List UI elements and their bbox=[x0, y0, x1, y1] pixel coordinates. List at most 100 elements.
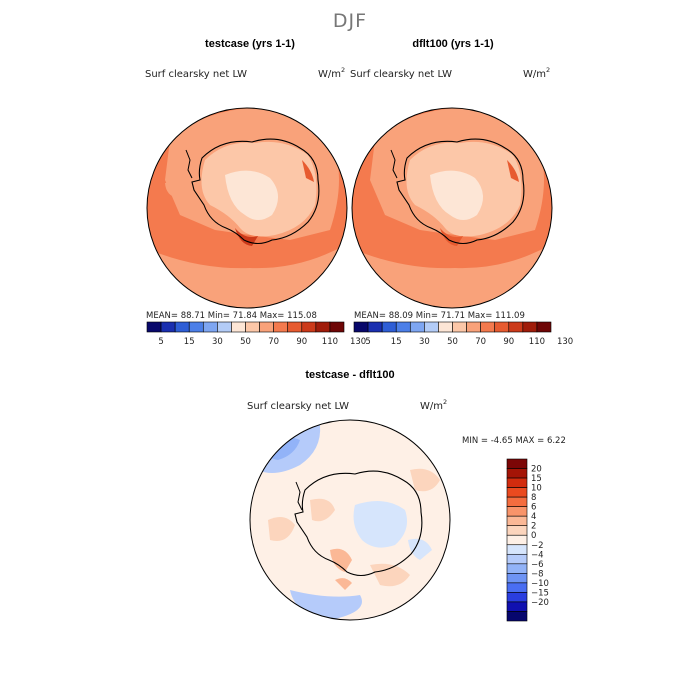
colorbar-tick-label: 30 bbox=[419, 337, 430, 347]
colorbar-swatch bbox=[508, 321, 524, 333]
colorbar-swatch bbox=[381, 321, 397, 333]
colorbar-tick-label: 5 bbox=[365, 337, 370, 347]
colorbar-swatch bbox=[315, 321, 331, 333]
colorbar-swatch bbox=[506, 458, 528, 469]
colorbar-swatch bbox=[273, 321, 289, 333]
panel-title: testcase (yrs 1-1) bbox=[205, 38, 295, 50]
colorbar-swatch bbox=[301, 321, 317, 333]
colorbar-tick-label: 130 bbox=[350, 337, 366, 347]
field-label: Surf clearsky net LW bbox=[247, 401, 349, 412]
colorbar-tick-label: 90 bbox=[296, 337, 307, 347]
map-field bbox=[352, 108, 552, 308]
colorbar-swatch bbox=[395, 321, 411, 333]
colorbar-swatch bbox=[522, 321, 538, 333]
colorbar-tick-label: 0 bbox=[531, 531, 536, 541]
colorbar-swatch bbox=[466, 321, 481, 333]
colorbar-tick-label: −4 bbox=[531, 550, 544, 560]
panel-testcase: testcase (yrs 1-1) Surf clearsky net LW … bbox=[145, 38, 366, 347]
colorbar-tick-label: 15 bbox=[531, 474, 542, 484]
colorbar-swatch bbox=[506, 611, 528, 622]
colorbar-swatch bbox=[506, 563, 528, 574]
colorbar-tick-label: 6 bbox=[531, 503, 536, 513]
colorbar-swatch bbox=[480, 321, 496, 333]
antarctica-coastline bbox=[191, 138, 320, 245]
colorbar-swatch bbox=[536, 321, 552, 333]
colorbar-swatch bbox=[452, 321, 467, 333]
colorbar-tick-label: 50 bbox=[447, 337, 458, 347]
units-label: W/m2 bbox=[523, 66, 550, 80]
colorbar-tick-label: 70 bbox=[475, 337, 486, 347]
colorbar-tick-label: 110 bbox=[322, 337, 338, 347]
colorbar-swatch bbox=[424, 321, 439, 333]
colorbar-swatch bbox=[506, 534, 528, 546]
colorbar-swatch bbox=[506, 582, 528, 593]
colorbar-tick-label: 50 bbox=[240, 337, 251, 347]
panel-title: testcase - dflt100 bbox=[305, 369, 394, 381]
stats-text: MEAN= 88.09 Min= 71.71 Max= 111.09 bbox=[354, 311, 525, 321]
panel-title: dflt100 (yrs 1-1) bbox=[412, 38, 494, 50]
colorbar-swatch bbox=[174, 321, 190, 333]
colorbar-tick-label: −10 bbox=[531, 579, 549, 589]
map-border bbox=[351, 107, 553, 309]
colorbar-swatch bbox=[506, 496, 528, 507]
stats-text: MIN = -4.65 MAX = 6.22 bbox=[462, 436, 566, 446]
colorbar-swatch bbox=[506, 592, 528, 603]
peninsula-coastline bbox=[185, 149, 193, 179]
colorbar-swatch bbox=[494, 321, 510, 333]
colorbar-swatch bbox=[160, 321, 176, 333]
colorbar: 5 15 30 50 70 90 110 130 bbox=[353, 321, 573, 347]
field-label: Surf clearsky net LW bbox=[145, 69, 247, 80]
units-label: W/m2 bbox=[318, 66, 345, 80]
colorbar-swatch bbox=[506, 573, 528, 584]
colorbar-tick-label: 30 bbox=[212, 337, 223, 347]
colorbar-swatch bbox=[506, 544, 528, 555]
colorbar-swatch bbox=[259, 321, 274, 333]
field-label: Surf clearsky net LW bbox=[350, 69, 452, 80]
colorbar: 5 15 30 50 70 90 110 130 bbox=[146, 321, 366, 347]
colorbar-swatch bbox=[506, 515, 528, 527]
colorbar-tick-label: 130 bbox=[557, 337, 573, 347]
colorbar-tick-label: −15 bbox=[531, 588, 549, 598]
colorbar-tick-label: −8 bbox=[531, 569, 544, 579]
map-border bbox=[249, 419, 451, 621]
colorbar-tick-label: 15 bbox=[391, 337, 402, 347]
main-title: DJF bbox=[333, 10, 367, 32]
colorbar-tick-label: 90 bbox=[503, 337, 514, 347]
colorbar-swatch bbox=[188, 321, 204, 333]
colorbar-swatch bbox=[353, 321, 369, 333]
map-border bbox=[146, 107, 348, 309]
colorbar-swatch bbox=[506, 553, 528, 565]
colorbar-swatch bbox=[245, 321, 260, 333]
colorbar-swatch bbox=[146, 321, 162, 333]
panel-difference: testcase - dflt100 Surf clearsky net LW … bbox=[247, 369, 566, 622]
colorbar-tick-label: 70 bbox=[268, 337, 279, 347]
colorbar-tick-label: 110 bbox=[529, 337, 545, 347]
colorbar-tick-label: −20 bbox=[531, 598, 549, 608]
colorbar-swatch bbox=[506, 468, 528, 479]
colorbar-tick-label: 5 bbox=[158, 337, 163, 347]
colorbar-swatch bbox=[506, 487, 528, 498]
colorbar-swatch bbox=[438, 321, 453, 333]
colorbar-swatch bbox=[506, 525, 528, 536]
colorbar-swatch bbox=[329, 321, 345, 333]
colorbar-swatch bbox=[506, 477, 528, 488]
colorbar-swatch bbox=[217, 321, 232, 333]
colorbar-tick-label: 2 bbox=[531, 522, 536, 532]
colorbar-swatch bbox=[409, 321, 425, 333]
colorbar-swatch bbox=[202, 321, 218, 333]
colorbar-swatch bbox=[231, 321, 246, 333]
colorbar-tick-label: 8 bbox=[531, 493, 536, 503]
map-field bbox=[250, 420, 450, 620]
colorbar-swatch bbox=[506, 506, 528, 517]
antarctica-coastline bbox=[294, 470, 423, 577]
colorbar-swatch bbox=[506, 601, 528, 612]
colorbar-tick-label: −6 bbox=[531, 560, 544, 570]
colorbar-swatch bbox=[287, 321, 303, 333]
stats-text: MEAN= 88.71 Min= 71.84 Max= 115.08 bbox=[146, 311, 317, 321]
colorbar-tick-label: 15 bbox=[184, 337, 195, 347]
colorbar-tick-label: 10 bbox=[531, 484, 542, 494]
colorbar-tick-label: 4 bbox=[531, 512, 536, 522]
units-label: W/m2 bbox=[420, 398, 447, 412]
